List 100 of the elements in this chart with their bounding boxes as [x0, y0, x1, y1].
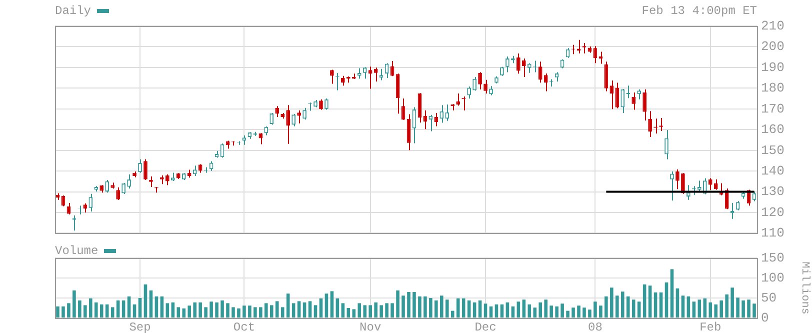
bar: [204, 307, 208, 318]
candlestick: [489, 86, 493, 96]
candlestick: [192, 165, 197, 177]
candlestick: [676, 168, 680, 190]
bar: [182, 308, 186, 318]
candlestick: [319, 98, 323, 110]
candlestick: [122, 182, 126, 195]
bar: [193, 302, 196, 318]
bar: [594, 302, 597, 318]
bar: [149, 290, 153, 318]
candlestick: [297, 110, 301, 124]
bar: [286, 294, 290, 318]
bar: [275, 301, 279, 318]
bar: [127, 296, 131, 318]
bar: [138, 298, 142, 318]
bar: [132, 304, 136, 318]
bar: [270, 305, 274, 318]
y-tick-label: 200: [761, 39, 784, 54]
candlestick: [127, 174, 131, 189]
bar: [516, 302, 520, 318]
bar: [166, 303, 170, 318]
bar: [703, 298, 707, 318]
bar: [232, 307, 235, 318]
bar: [237, 308, 240, 318]
candlestick: [434, 112, 438, 127]
bar: [494, 304, 498, 318]
bar: [78, 300, 82, 318]
bar: [538, 302, 542, 318]
candlestick: [374, 67, 378, 82]
bar: [434, 300, 438, 318]
candlestick: [467, 86, 471, 100]
candlestick: [456, 93, 460, 106]
candlestick: [368, 66, 372, 90]
bar: [324, 294, 328, 318]
y-tick-label: 160: [761, 122, 784, 138]
candlestick: [138, 158, 142, 174]
bar: [100, 304, 104, 318]
bar: [681, 296, 685, 318]
bar: [555, 306, 558, 318]
bar: [308, 301, 312, 318]
bar: [280, 307, 284, 318]
candlestick: [637, 88, 642, 100]
bar: [429, 298, 432, 318]
bar: [116, 300, 120, 318]
bar: [686, 296, 690, 318]
bar: [407, 292, 410, 318]
bar: [730, 288, 734, 318]
candlestick: [664, 130, 668, 160]
bar: [385, 303, 388, 318]
candlestick: [330, 69, 334, 84]
bar: [637, 302, 641, 318]
bar: [670, 269, 674, 318]
bar: [144, 284, 148, 318]
bar: [297, 301, 301, 318]
bar: [302, 302, 306, 318]
bar: [642, 284, 646, 318]
y-tick-label: 120: [761, 204, 784, 220]
bar: [341, 303, 345, 318]
candlestick: [445, 104, 450, 122]
candlestick: [632, 92, 636, 110]
x-tick-label: Dec: [474, 320, 496, 333]
bar: [67, 303, 70, 318]
bar: [176, 307, 180, 318]
bar: [714, 304, 718, 318]
bar: [604, 296, 608, 318]
bar: [440, 296, 444, 318]
bar: [346, 308, 350, 318]
chart-subtitle: Feb 13 4:00pm ET: [642, 4, 757, 18]
bar: [632, 300, 636, 318]
bar: [742, 300, 745, 318]
bar: [528, 304, 532, 318]
x-tick-label: Nov: [360, 320, 382, 333]
candlestick: [105, 179, 110, 194]
candlestick: [324, 98, 328, 110]
candlestick: [484, 79, 488, 94]
bar: [725, 294, 728, 318]
candlestick: [544, 72, 548, 92]
candlestick: [642, 88, 646, 121]
bar: [171, 302, 175, 318]
bar: [254, 307, 257, 318]
candlestick: [615, 82, 620, 109]
bar: [248, 306, 252, 318]
bar: [550, 306, 553, 318]
bar: [620, 292, 624, 318]
y-tick-label: 190: [761, 60, 784, 75]
bar: [84, 305, 87, 318]
bar: [489, 306, 493, 318]
bar: [654, 292, 658, 318]
bar: [544, 300, 548, 318]
candlestick: [714, 178, 718, 190]
bar: [352, 309, 356, 318]
bar: [588, 310, 592, 318]
bar: [566, 310, 570, 318]
candlestick: [292, 114, 296, 127]
y-tick-label: 50: [761, 290, 777, 306]
candlestick: [681, 172, 685, 194]
bar: [582, 308, 586, 318]
bar: [462, 298, 466, 318]
bar: [89, 298, 92, 318]
candlestick: [670, 170, 674, 201]
